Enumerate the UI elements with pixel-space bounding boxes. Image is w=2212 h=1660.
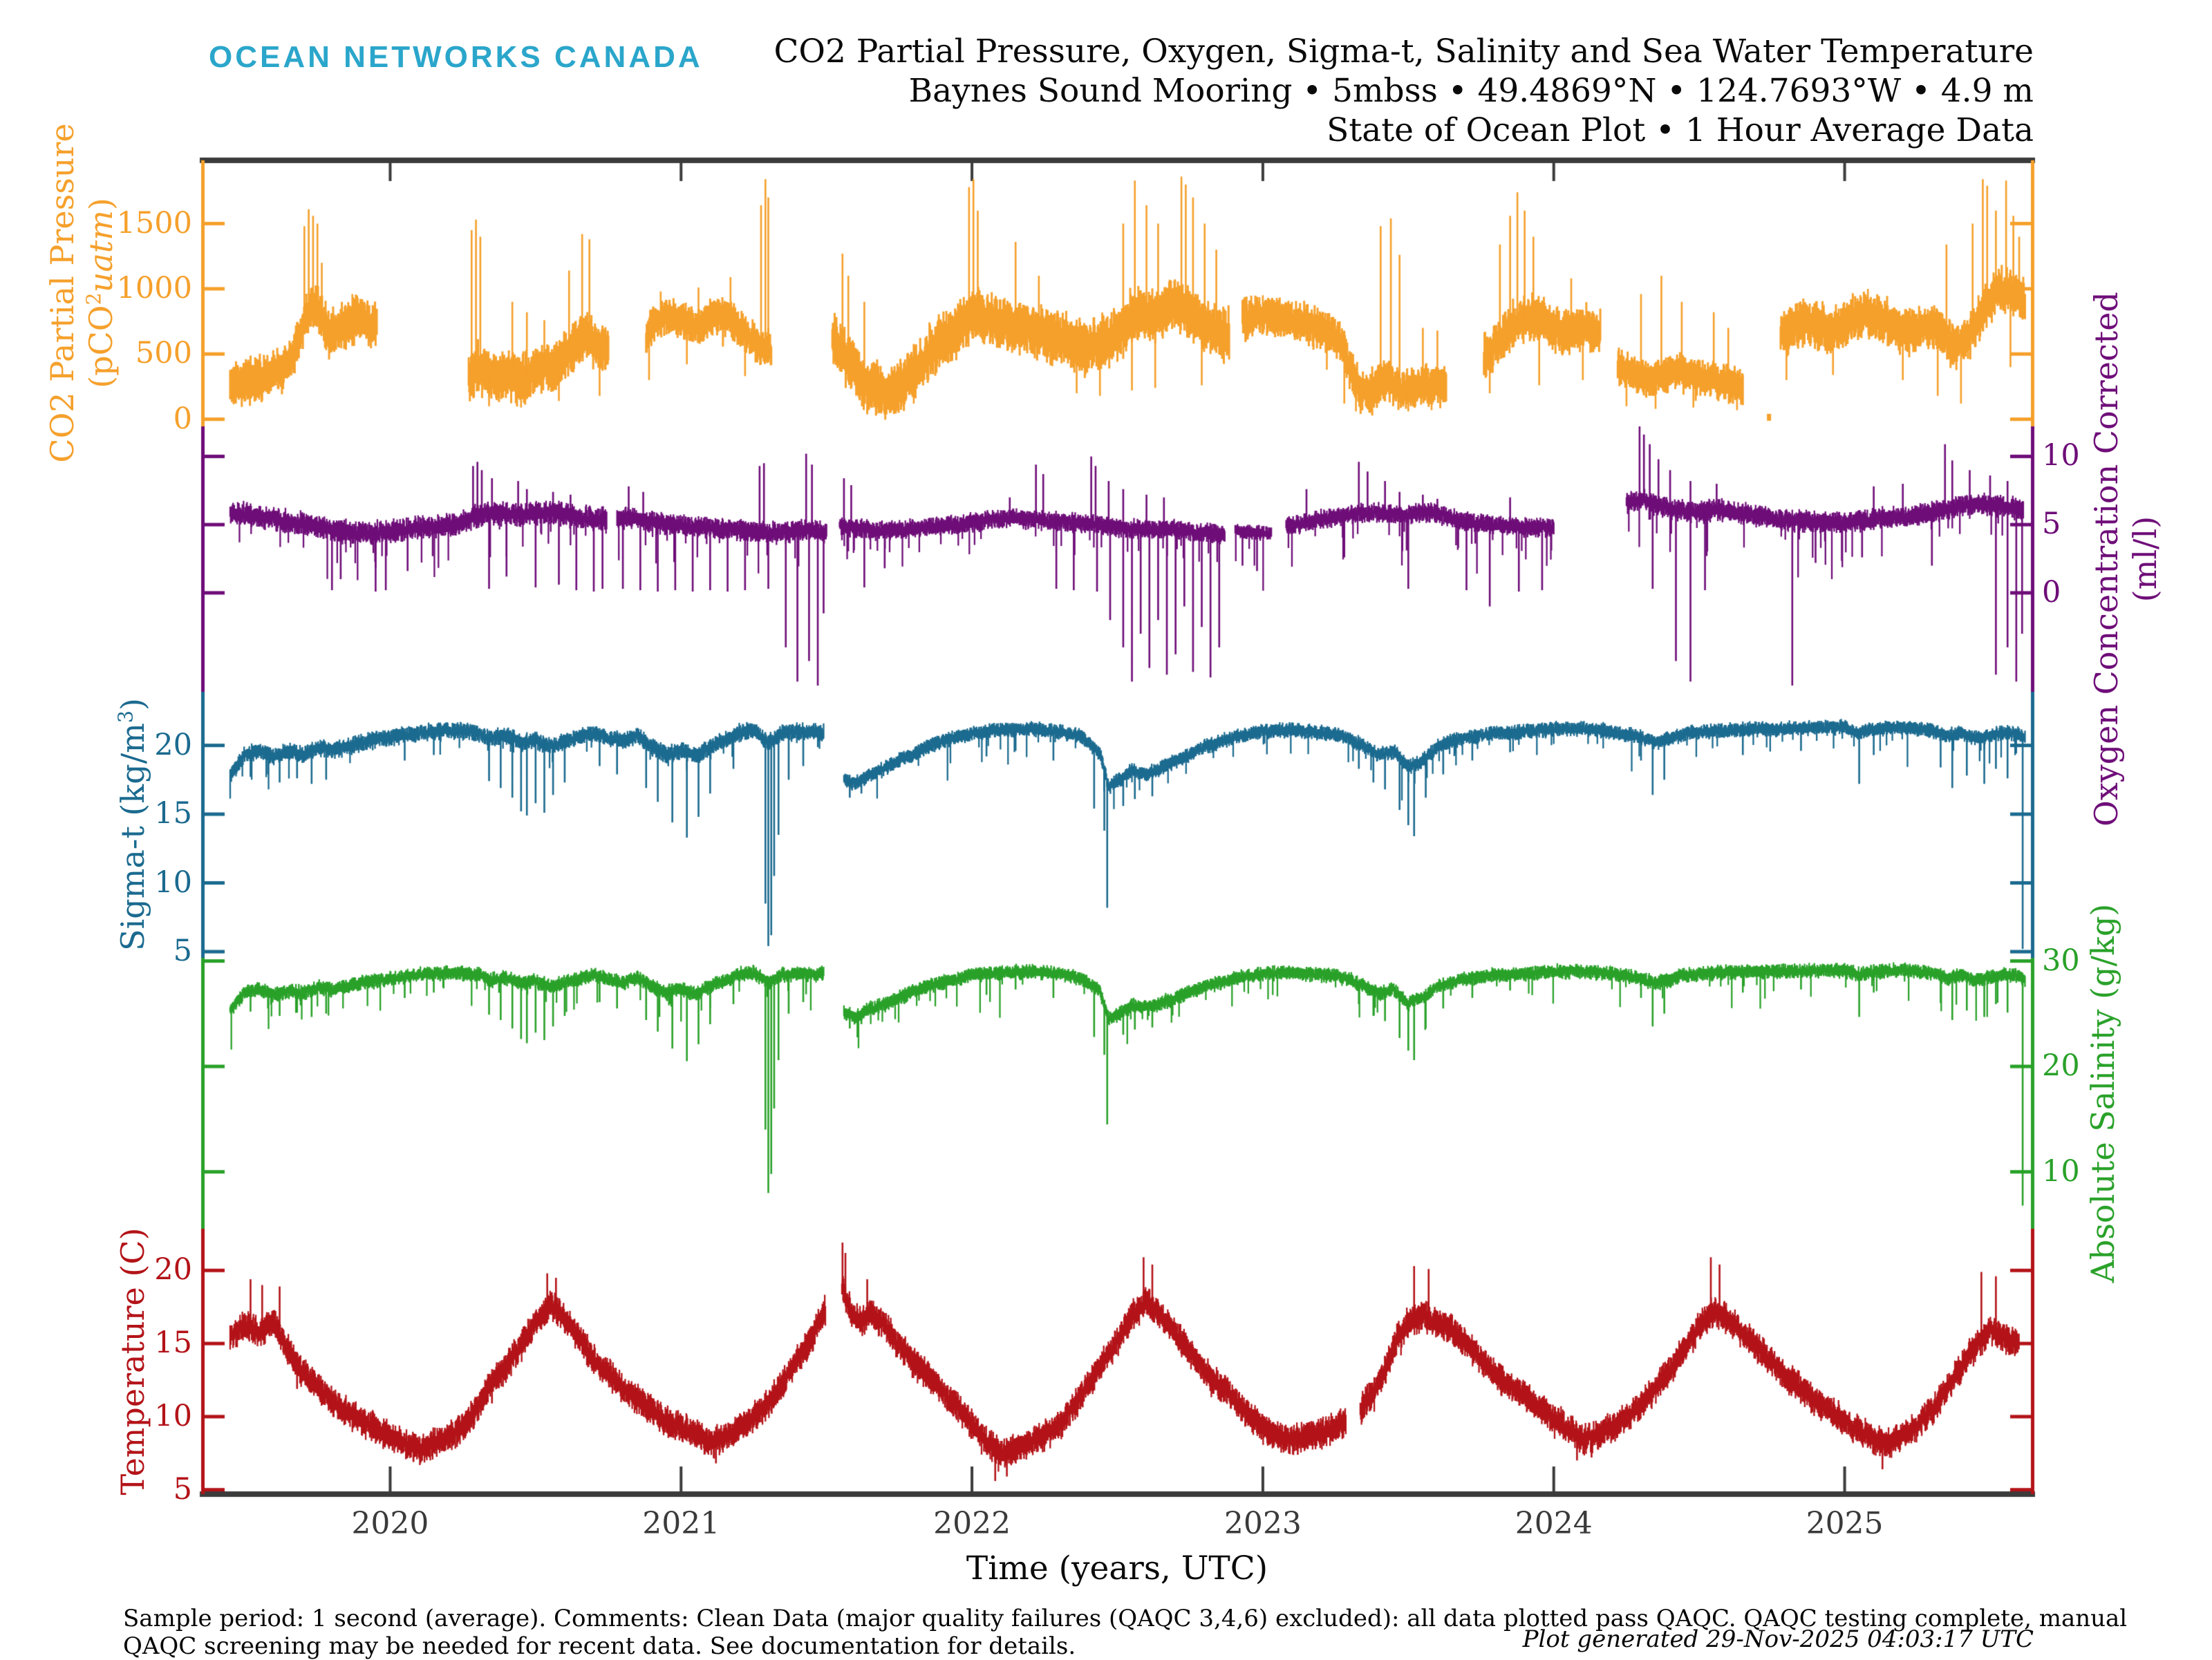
temperature-tick-label: 15	[154, 1326, 192, 1361]
salinity-tick-label: 20	[2042, 1048, 2080, 1084]
temperature-tick-label: 10	[154, 1398, 192, 1433]
salinity-tick-label: 10	[2042, 1153, 2080, 1189]
sigmat-tick-label: 15	[154, 796, 192, 831]
salinity-tick-label: 30	[2042, 943, 2080, 978]
footer-line-2: QAQC screening may be needed for recent …	[123, 1632, 1076, 1660]
generated-timestamp: Plot generated 29-Nov-2025 04:03:17 UTC	[1522, 1625, 2034, 1653]
x-tick-label: 2021	[642, 1506, 720, 1541]
x-tick-label: 2023	[1224, 1506, 1302, 1541]
footer-line-1: Sample period: 1 second (average). Comme…	[123, 1605, 2128, 1632]
oxygen-tick-label: 10	[2042, 438, 2080, 473]
co2-tick-label: 0	[173, 401, 192, 436]
plot-title: CO2 Partial Pressure, Oxygen, Sigma-t, S…	[774, 32, 2034, 150]
co2-tick-label: 1500	[116, 205, 192, 240]
sigmat-tick-label: 10	[154, 865, 192, 900]
title-line-2: Baynes Sound Mooring • 5mbss • 49.4869°N…	[908, 72, 2034, 110]
title-line-3: State of Ocean Plot • 1 Hour Average Dat…	[1327, 111, 2034, 149]
co2-tick-label: 500	[135, 336, 192, 371]
temperature-tick-label: 20	[154, 1252, 192, 1288]
sigmat-tick-label: 5	[173, 934, 192, 969]
footer-comments: Sample period: 1 second (average). Comme…	[123, 1605, 2127, 1660]
x-tick-label: 2020	[351, 1506, 429, 1541]
x-tick-label: 2022	[933, 1506, 1011, 1541]
oxygen-axis-label: Oxygen Concentration Corrected (ml/l)	[2088, 292, 2164, 827]
onc-logo: OCEAN NETWORKS CANADA	[209, 40, 703, 74]
temperature-tick-label: 5	[173, 1471, 192, 1507]
x-tick-label: 2025	[1806, 1506, 1884, 1541]
sigmat-tick-label: 20	[154, 727, 192, 762]
oxygen-tick-label: 0	[2042, 574, 2061, 610]
co2-tick-label: 1000	[116, 270, 192, 305]
oxygen-tick-label: 5	[2042, 507, 2061, 542]
x-tick-label: 2024	[1515, 1506, 1593, 1541]
title-line-1: CO2 Partial Pressure, Oxygen, Sigma-t, S…	[774, 32, 2034, 70]
x-axis-label: Time (years, UTC)	[966, 1549, 1268, 1587]
